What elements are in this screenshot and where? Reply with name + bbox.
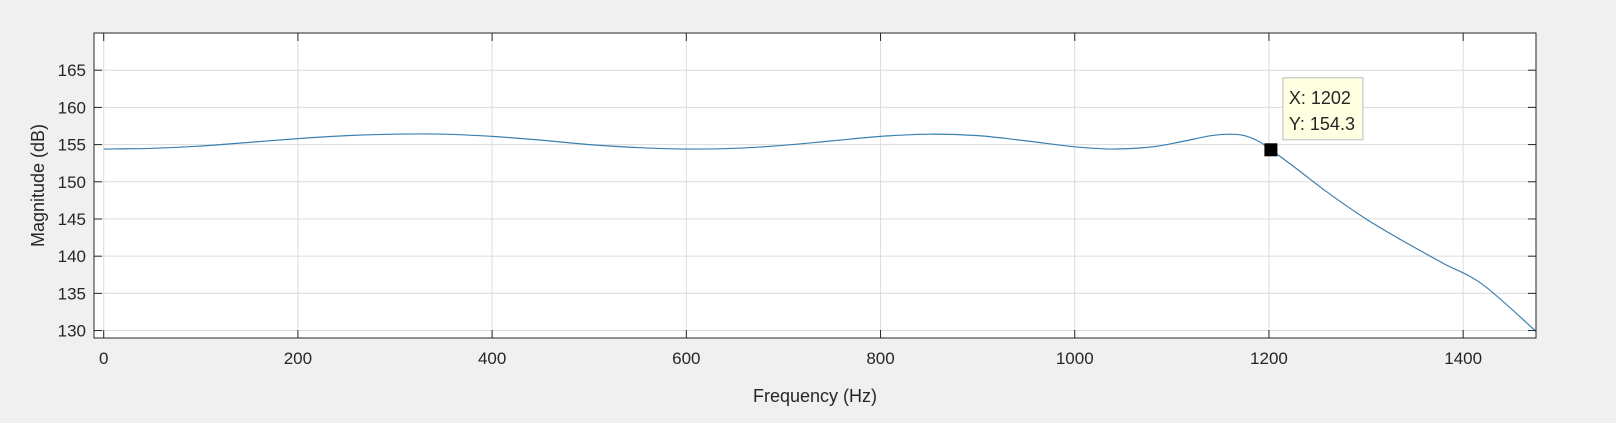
x-tick-labels: 0 200 400 600 800 1000 1200 1400: [99, 349, 1482, 368]
y-tick-label: 135: [58, 284, 86, 303]
plot-axes[interactable]: 0 200 400 600 800 1000 1200 1400 130 135 140 145 15…: [28, 32, 1537, 406]
x-tick-label: 1000: [1056, 349, 1094, 368]
grid-lines: [94, 33, 1536, 338]
y-tick-label: 155: [58, 136, 86, 155]
y-tick-label: 145: [58, 210, 86, 229]
magnitude-line: [103, 133, 1537, 332]
x-axis-label: Frequency (Hz): [753, 386, 877, 406]
data-tip-box: [1282, 77, 1364, 141]
x-tick-label: 0: [99, 349, 108, 368]
data-tip-y-label: Y: 154.3: [1289, 114, 1355, 134]
y-tick-label: 130: [58, 322, 86, 341]
x-tick-label: 400: [478, 349, 506, 368]
data-tip[interactable]: X: 1202 Y: 154.3: [1264, 77, 1364, 157]
x-tick-label: 200: [284, 349, 312, 368]
x-tick-label: 1400: [1444, 349, 1482, 368]
y-axis-label: Magnitude (dB): [28, 124, 48, 247]
y-tick-label: 160: [58, 98, 86, 117]
x-tick-label: 1200: [1250, 349, 1288, 368]
plot-border: [93, 32, 1537, 339]
tick-marks: [94, 33, 1536, 338]
y-tick-labels: 130 135 140 145 150 155 160 165: [58, 61, 86, 340]
x-tick-label: 800: [866, 349, 894, 368]
x-tick-label: 600: [672, 349, 700, 368]
y-tick-label: 150: [58, 173, 86, 192]
y-tick-label: 140: [58, 247, 86, 266]
data-tip-marker[interactable]: [1264, 143, 1278, 157]
series-layer: [103, 133, 1537, 332]
y-tick-label: 165: [58, 61, 86, 80]
data-tip-x-label: X: 1202: [1289, 88, 1351, 108]
